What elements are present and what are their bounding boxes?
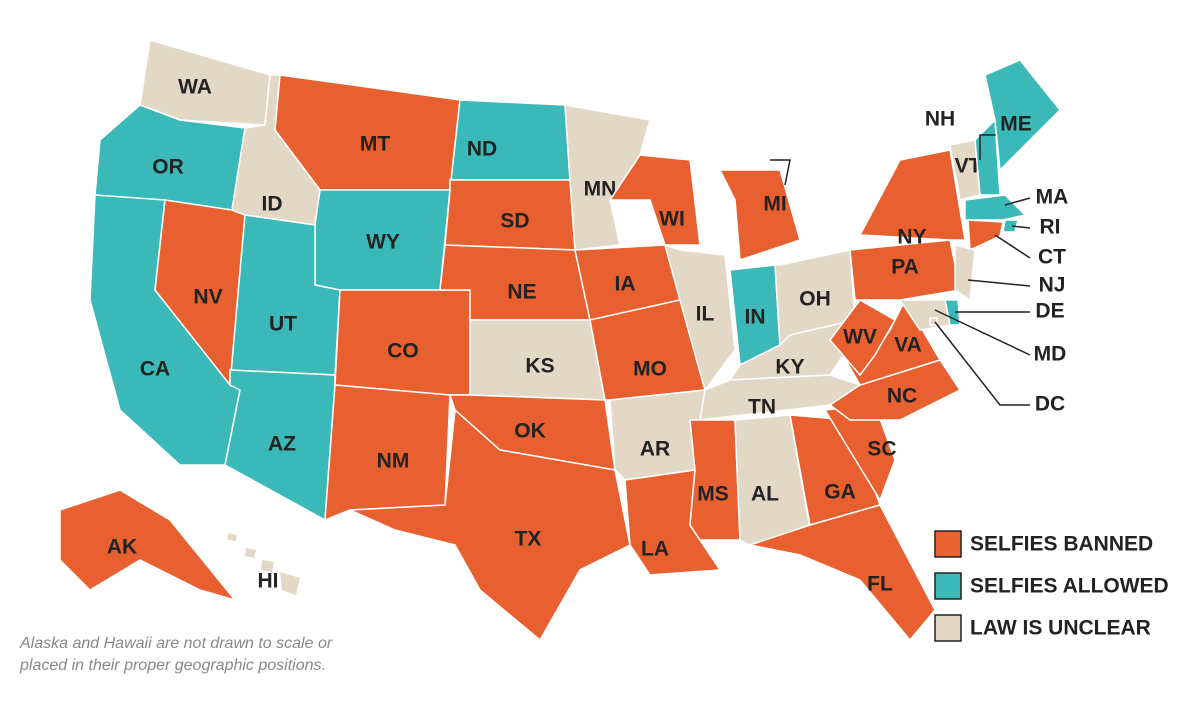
state-label: FL	[867, 573, 893, 596]
legend-label: LAW IS UNCLEAR	[970, 617, 1151, 640]
leader-line	[1004, 197, 1031, 206]
legend-swatch	[934, 614, 962, 642]
state-label: KS	[525, 355, 554, 378]
state-label: NC	[887, 385, 917, 408]
state-label: AL	[751, 483, 779, 506]
state-label: UT	[269, 313, 297, 336]
state-label: WI	[659, 208, 685, 231]
state-label: HI	[258, 570, 279, 593]
state-label: CA	[140, 358, 170, 381]
state-shape	[964, 194, 1027, 221]
state-label: AK	[107, 536, 137, 559]
legend-label: SELFIES ALLOWED	[970, 575, 1169, 598]
state-label: WA	[178, 76, 212, 99]
state-label: RI	[1040, 216, 1061, 239]
state-label: NH	[925, 108, 955, 131]
state-label: WY	[366, 231, 400, 254]
state-shape	[849, 239, 961, 301]
state-label: CO	[387, 340, 419, 363]
state-shape	[261, 560, 274, 572]
leader-line	[979, 134, 1000, 160]
state-label: AZ	[268, 433, 296, 456]
state-label: DC	[1035, 393, 1065, 416]
state-label: GA	[824, 481, 856, 504]
leader-line	[994, 234, 1031, 259]
legend-swatch	[934, 530, 962, 558]
state-shape	[139, 39, 271, 126]
state-shape	[349, 408, 631, 642]
state-label: MO	[633, 358, 667, 381]
leader-line	[967, 279, 1031, 287]
state-shape	[954, 244, 976, 302]
state-label: CT	[1038, 246, 1066, 269]
leader-line	[934, 321, 1030, 406]
state-label: TX	[515, 528, 542, 551]
state-shape	[689, 419, 741, 541]
state-label: NY	[897, 226, 926, 249]
state-label: VA	[894, 334, 922, 357]
note-line: placed in their proper geographic positi…	[19, 657, 326, 674]
state-shape	[59, 489, 238, 602]
state-shape	[984, 59, 1062, 172]
state-shape	[280, 572, 300, 595]
state-label: IN	[745, 306, 766, 329]
state-label: OK	[514, 420, 546, 443]
state-label: NV	[193, 286, 222, 309]
legend-swatch	[934, 572, 962, 600]
state-shape	[829, 299, 897, 377]
state-label: IL	[696, 303, 715, 326]
state-label: MI	[763, 193, 786, 216]
state-label: MN	[584, 178, 617, 201]
state-label: NE	[507, 281, 536, 304]
state-label: NM	[377, 450, 410, 473]
state-label: PA	[891, 256, 919, 279]
state-label: MS	[697, 483, 729, 506]
state-shape	[1002, 219, 1019, 233]
state-label: MT	[360, 133, 390, 156]
state-label: NJ	[1039, 274, 1066, 297]
state-label: LA	[641, 538, 669, 561]
state-label: DE	[1035, 300, 1064, 323]
state-label: MD	[1034, 343, 1067, 366]
state-shape	[225, 531, 239, 543]
state-label: ME	[1000, 113, 1032, 136]
state-label: WV	[843, 326, 877, 349]
state-label: TN	[748, 396, 776, 419]
state-shape	[858, 149, 966, 241]
leader-line	[1011, 225, 1031, 229]
state-shape	[564, 104, 651, 251]
state-label: SD	[500, 210, 529, 233]
legend-label: SELFIES BANNED	[970, 533, 1153, 556]
leader-line	[770, 159, 791, 186]
leader-line	[934, 309, 1031, 356]
state-label: VT	[955, 155, 982, 178]
state-label: KY	[775, 356, 804, 379]
state-label: MA	[1036, 186, 1069, 209]
state-label: ND	[467, 138, 497, 161]
state-shape	[718, 169, 801, 262]
state-label: AR	[640, 438, 670, 461]
note-line: Alaska and Hawaii are not drawn to scale…	[19, 635, 333, 652]
state-label: ID	[262, 193, 283, 216]
state-shape	[245, 548, 256, 558]
state-label: SC	[867, 438, 896, 461]
state-label: OH	[799, 288, 831, 311]
state-shape	[747, 504, 936, 642]
state-label: IA	[615, 273, 636, 296]
state-shape	[967, 219, 1004, 252]
state-label: OR	[152, 156, 184, 179]
